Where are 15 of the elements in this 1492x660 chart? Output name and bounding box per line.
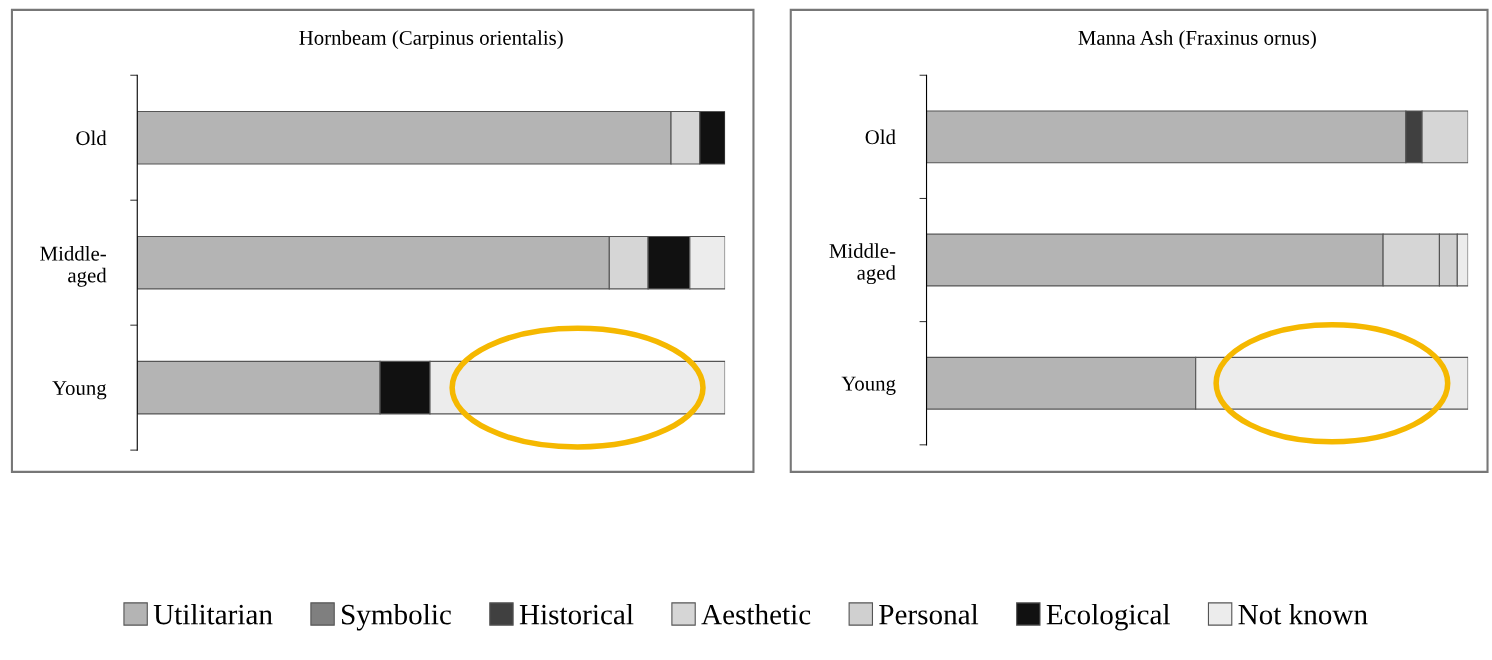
legend-label: Personal	[879, 603, 979, 625]
legend-label: Historical	[519, 603, 634, 625]
chart-title: Hornbeam (Carpinus orientalis)	[299, 30, 563, 50]
chart-title: Manna Ash (Fraxinus ornus)	[1078, 30, 1316, 50]
legend-label: Ecological	[1046, 603, 1170, 631]
y-tick-label: Middle- aged	[40, 246, 107, 287]
legend-label: Symbolic	[342, 603, 451, 631]
y-tick-label: Young	[841, 376, 896, 395]
y-tick-label: Middle- aged	[829, 243, 896, 285]
legend-label: Aesthetic	[701, 603, 811, 625]
y-tick-label: Old	[865, 129, 896, 145]
legend-label: Not known	[1238, 603, 1368, 625]
y-tick-label: Old	[76, 130, 107, 146]
legend-label: Utilitarian	[153, 603, 273, 625]
y-tick-label: Young	[52, 381, 107, 400]
